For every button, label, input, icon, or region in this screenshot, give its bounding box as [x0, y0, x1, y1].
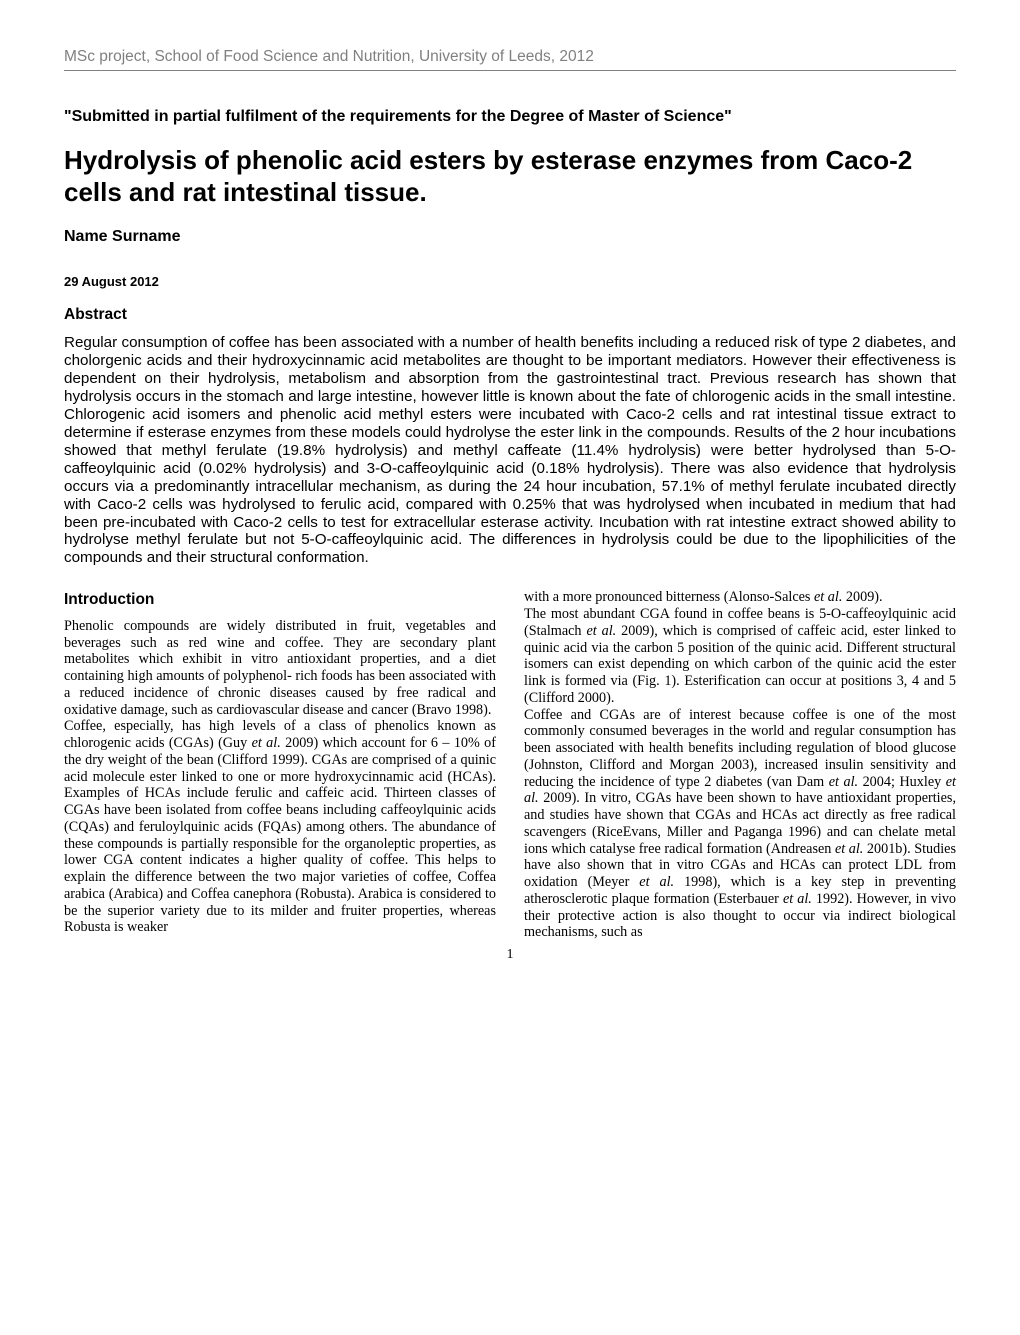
abstract-heading: Abstract	[64, 306, 956, 325]
left-column: Introduction Phenolic compounds are wide…	[64, 589, 496, 941]
two-column-body: Introduction Phenolic compounds are wide…	[64, 589, 956, 941]
page-number: 1	[64, 947, 956, 964]
paper-title: Hydrolysis of phenolic acid esters by es…	[64, 144, 956, 209]
right-column: with a more pronounced bitterness (Alons…	[524, 589, 956, 941]
introduction-heading: Introduction	[64, 591, 496, 610]
submission-date: 29 August 2012	[64, 274, 956, 290]
author-name: Name Surname	[64, 227, 956, 246]
submission-note: "Submitted in partial fulfilment of the …	[64, 107, 956, 126]
intro-left-text: Phenolic compounds are widely distribute…	[64, 618, 496, 936]
running-header: MSc project, School of Food Science and …	[64, 48, 956, 71]
abstract-text: Regular consumption of coffee has been a…	[64, 334, 956, 567]
intro-right-text: with a more pronounced bitterness (Alons…	[524, 589, 956, 941]
